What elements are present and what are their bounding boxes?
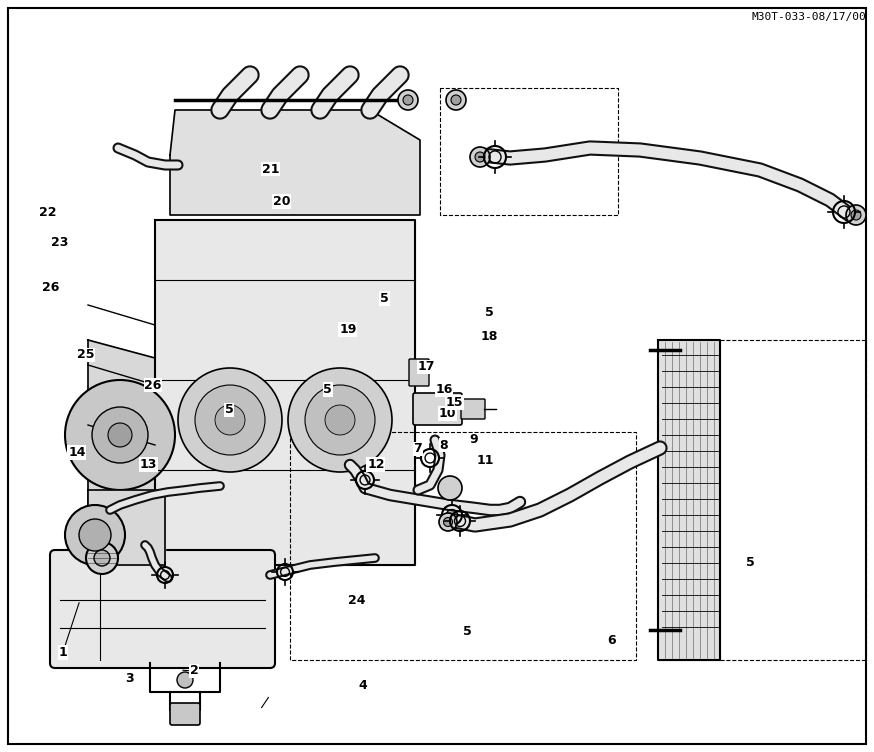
Circle shape xyxy=(215,405,245,435)
Circle shape xyxy=(86,542,118,574)
Circle shape xyxy=(178,368,282,472)
Text: 22: 22 xyxy=(39,205,57,219)
Circle shape xyxy=(195,385,265,455)
Circle shape xyxy=(325,405,355,435)
Text: 2: 2 xyxy=(190,664,198,678)
Circle shape xyxy=(94,550,110,566)
Text: 5: 5 xyxy=(485,305,494,319)
Circle shape xyxy=(470,147,490,167)
FancyBboxPatch shape xyxy=(413,393,462,425)
Circle shape xyxy=(475,152,485,162)
Text: 5: 5 xyxy=(225,403,233,417)
Circle shape xyxy=(398,90,418,110)
Polygon shape xyxy=(170,110,420,215)
FancyBboxPatch shape xyxy=(170,703,200,725)
Text: 9: 9 xyxy=(469,433,478,447)
Text: 6: 6 xyxy=(607,634,616,647)
Polygon shape xyxy=(88,340,155,530)
Circle shape xyxy=(403,95,413,105)
Circle shape xyxy=(79,519,111,551)
Text: 5: 5 xyxy=(463,625,472,638)
Text: 3: 3 xyxy=(125,672,134,685)
Text: 5: 5 xyxy=(380,292,389,305)
Circle shape xyxy=(92,407,148,463)
Circle shape xyxy=(65,380,175,490)
Text: 26: 26 xyxy=(144,378,162,392)
Polygon shape xyxy=(155,220,415,565)
Text: 21: 21 xyxy=(262,162,280,176)
Text: 11: 11 xyxy=(476,453,494,467)
Circle shape xyxy=(65,505,125,565)
Text: 18: 18 xyxy=(481,330,498,344)
FancyBboxPatch shape xyxy=(461,399,485,419)
Text: 13: 13 xyxy=(140,458,157,472)
Text: 1: 1 xyxy=(59,646,67,660)
Text: 4: 4 xyxy=(358,679,367,693)
Circle shape xyxy=(177,672,193,688)
FancyBboxPatch shape xyxy=(409,359,429,386)
FancyBboxPatch shape xyxy=(50,550,275,668)
Circle shape xyxy=(851,210,861,220)
Text: 5: 5 xyxy=(746,556,754,569)
Circle shape xyxy=(446,90,466,110)
Text: 19: 19 xyxy=(339,323,357,336)
Text: 17: 17 xyxy=(418,360,435,374)
Text: 26: 26 xyxy=(42,280,59,294)
Circle shape xyxy=(439,513,457,531)
Text: 25: 25 xyxy=(77,348,94,362)
Text: 5: 5 xyxy=(323,383,332,396)
Circle shape xyxy=(305,385,375,455)
Polygon shape xyxy=(658,340,720,660)
Circle shape xyxy=(108,423,132,447)
Text: 15: 15 xyxy=(446,396,463,409)
Text: 14: 14 xyxy=(68,446,86,459)
Text: 24: 24 xyxy=(348,593,365,607)
Circle shape xyxy=(451,95,461,105)
Circle shape xyxy=(443,517,453,526)
Text: 8: 8 xyxy=(440,438,448,452)
Circle shape xyxy=(288,368,392,472)
Text: M30T-033-08/17/00: M30T-033-08/17/00 xyxy=(752,12,866,22)
Circle shape xyxy=(846,205,866,225)
Text: 16: 16 xyxy=(435,383,453,396)
Polygon shape xyxy=(88,490,165,565)
Text: 12: 12 xyxy=(367,458,385,472)
Text: 23: 23 xyxy=(51,235,68,249)
Text: 7: 7 xyxy=(413,442,422,456)
Circle shape xyxy=(438,476,462,500)
Text: 20: 20 xyxy=(273,195,290,208)
Text: 10: 10 xyxy=(439,407,456,420)
